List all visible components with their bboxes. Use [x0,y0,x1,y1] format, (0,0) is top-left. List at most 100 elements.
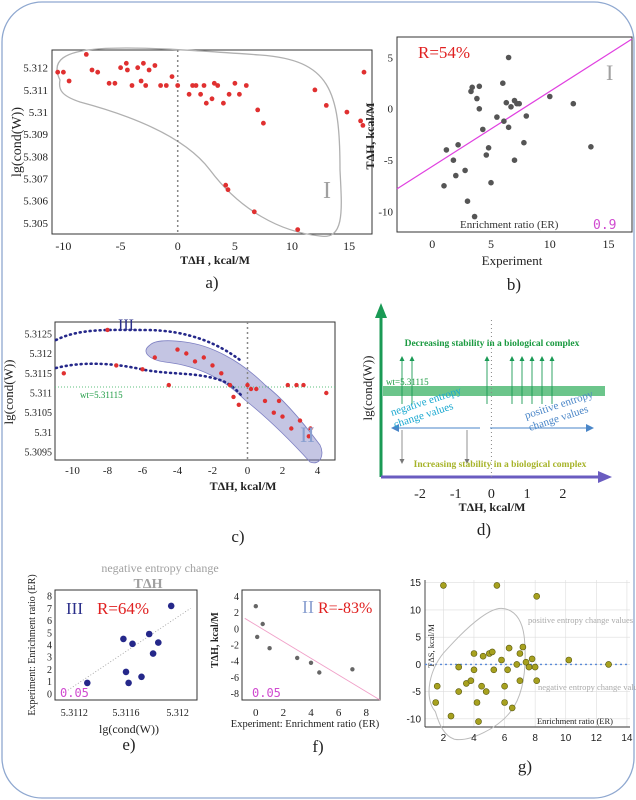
x-tick-label: 8 [532,733,538,744]
data-point-31 [221,100,226,106]
x-tick-label: 8 [363,707,369,719]
data-point-26 [201,83,207,88]
up-arrowhead [529,356,535,361]
data-point-26 [301,382,306,388]
data-point-39 [225,187,231,193]
data-point-16 [146,67,152,73]
x-tick-label: -5 [116,239,126,253]
data-point-20 [503,99,510,106]
data-point-3 [453,172,459,179]
data-point-3 [267,646,272,651]
y-tick-label: 2 [234,608,239,619]
data-point-8 [118,65,123,71]
data-point-11 [219,371,224,376]
r-label: R=-83% [318,600,372,617]
band-label-II: II [300,422,315,447]
plot-frame [396,36,633,233]
x-tick-label: 15 [603,237,615,251]
data-point-35 [243,83,249,88]
up-arrowhead [399,356,405,361]
data-point-12 [135,65,141,71]
x-tick-label: 6 [502,733,508,744]
data-point-10 [473,699,481,706]
y-tick-label: 5.3105 [25,408,53,419]
plot-frame [241,589,381,701]
data-point-0 [253,604,258,609]
y-tick-label: -6 [231,673,239,684]
data-point-24 [508,704,516,712]
data-point-24 [511,157,518,163]
top-text: Decreasing stability in a biological com… [405,339,580,349]
data-point-5 [462,167,468,174]
x-axis-label: TΔH, kcal/M [459,500,526,514]
data-point-12 [478,682,485,690]
data-point-3 [83,52,89,57]
y-axis-label: TΔH, kcal/M [210,612,221,668]
plot-frame [51,49,373,235]
data-point-29 [324,390,329,396]
x-axis-label: Enrichment ratio (ER) [537,716,613,726]
data-point-1 [120,635,127,643]
panel-g: positive entropy change values negative e… [407,578,636,776]
y-tick-label: -5 [412,687,421,698]
data-point-10 [474,95,480,102]
y-tick-label: 6 [47,616,52,627]
enrichment-label: Enrichment ratio (ER) [460,219,559,231]
y-tick-label: 0 [388,104,394,116]
data-point-14 [141,60,146,66]
data-point-10 [125,67,130,73]
data-point-6 [145,630,153,638]
data-point-30 [547,93,553,100]
x-tick-label: -10 [55,239,71,253]
data-point-25 [513,661,521,668]
data-point-11 [129,83,135,88]
data-point-28 [519,643,527,651]
data-point-0 [55,69,61,75]
y-tick-label: 5.31 [29,107,48,119]
panel-caption: g) [518,757,532,776]
y-axis-label: TΔS, kcal/M [426,624,436,668]
region-outline-I [56,47,342,237]
data-point-20 [169,74,175,79]
y-tick-label: 8 [47,592,52,603]
y-tick-label: 5.305 [23,218,48,230]
data-point-5 [138,673,145,681]
data-point-23 [289,426,294,431]
data-point-9 [470,650,478,657]
data-point-42 [312,87,318,93]
wt-label: wt=5.31115 [80,390,123,400]
x-tick-label: 1 [524,487,531,502]
y-tick-label: 7 [47,604,52,615]
data-point-21 [280,414,285,419]
value-label: 0.9 [593,218,616,233]
data-point-8 [192,359,198,364]
data-point-19 [163,83,169,88]
x-tick-label: 5.3116 [112,708,139,719]
pos-entropy-arrowhead [586,424,594,432]
data-point-4 [129,640,136,648]
region-band-II [145,340,323,464]
data-point-12 [227,382,233,388]
data-point-22 [505,54,512,61]
panel-caption: f) [312,737,323,756]
y-tick-label: 5 [47,628,52,639]
data-point-29 [522,658,530,666]
chart-title-2: TΔH [133,577,162,592]
x-axis-arrowhead [598,471,612,483]
data-point-7 [149,650,157,657]
x-tick-label: -2 [208,465,217,477]
data-point-16 [488,179,494,186]
x-tick-label: 2 [281,707,287,719]
data-point-13 [479,652,487,660]
x-tick-label: 12 [591,733,603,744]
x-tick-label: 5.312 [166,708,189,719]
data-point-4 [152,355,157,360]
data-point-17 [490,666,498,674]
data-point-27 [306,434,311,439]
panel-b: R=54% I Enrichment ratio (ER) 0.9 0 5 10 15 -10 -… [363,36,633,294]
data-point-31 [570,100,577,107]
data-point-24 [193,83,199,88]
data-point-17 [494,114,500,120]
y-tick-label: -4 [231,657,239,668]
